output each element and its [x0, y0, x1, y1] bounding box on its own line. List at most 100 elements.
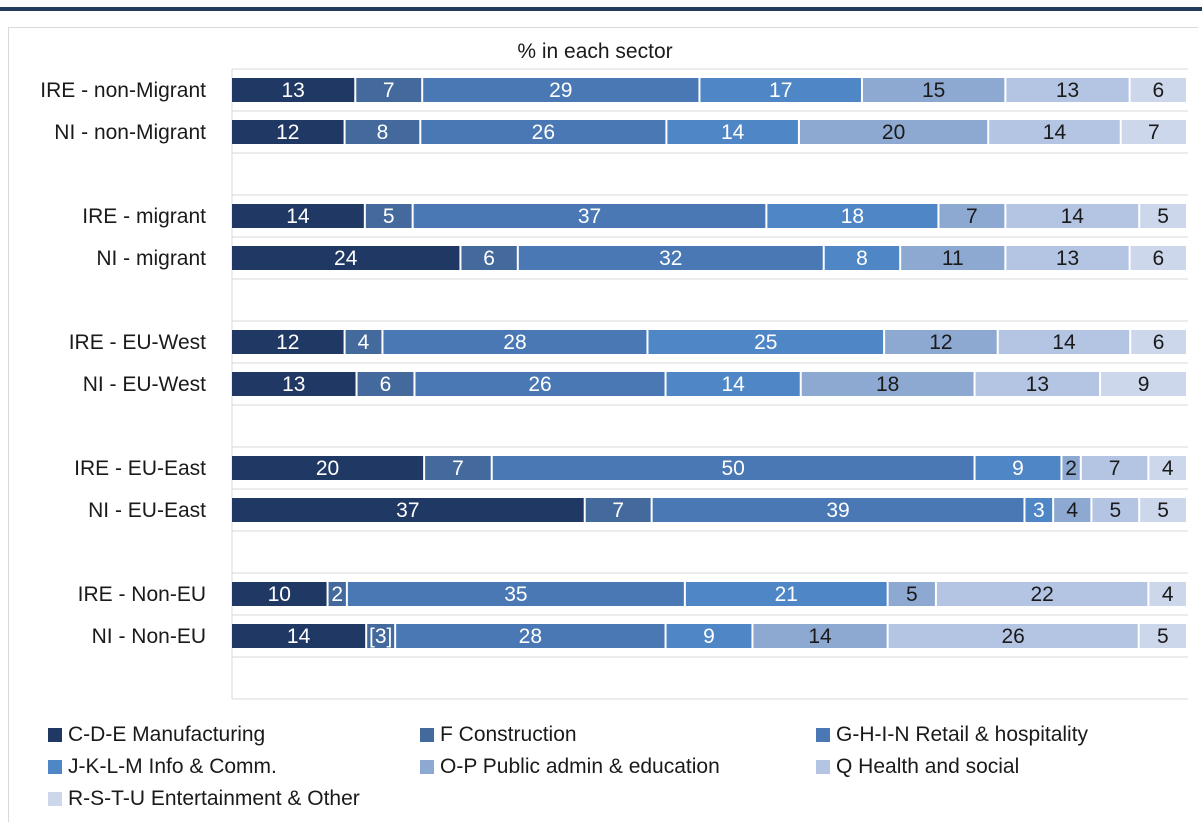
data-label: 26: [1002, 625, 1025, 648]
bar-segment: [232, 78, 355, 102]
bar-segment: [1130, 78, 1186, 102]
bar-segment: [232, 372, 356, 396]
data-label: 13: [1026, 373, 1049, 396]
bar-segment: [1006, 78, 1129, 102]
data-label: 29: [549, 79, 572, 102]
data-label: 7: [383, 79, 395, 102]
bar-segment: [232, 582, 327, 606]
data-label: 5: [1109, 499, 1121, 522]
data-label: 35: [504, 583, 527, 606]
bar-segment: [666, 624, 752, 648]
bar-segment: [415, 372, 665, 396]
data-label: 4: [1162, 583, 1174, 606]
bar-segment: [413, 204, 766, 228]
legend-label: R-S-T-U Entertainment & Other: [68, 787, 360, 810]
bar-segment: [1140, 498, 1186, 522]
data-label: 22: [1030, 583, 1053, 606]
data-label: 3: [1033, 499, 1045, 522]
legend-swatch: [420, 760, 434, 774]
bar-segment: [998, 330, 1130, 354]
data-label: 14: [808, 625, 832, 648]
bar-segment: [1131, 330, 1186, 354]
bar-segment: [648, 330, 884, 354]
data-label: 5: [1157, 205, 1169, 228]
bar-segment: [425, 456, 491, 480]
bar-segment: [888, 624, 1138, 648]
bar-segment: [975, 456, 1061, 480]
bar-segment: [700, 78, 861, 102]
data-label: 4: [1066, 499, 1078, 522]
legend-item: Q Health and social: [816, 752, 1019, 782]
data-label: 7: [1109, 457, 1121, 480]
bar-segment: [888, 582, 935, 606]
data-label: 18: [876, 373, 899, 396]
bar-segment: [862, 78, 1005, 102]
bar-segment: [356, 78, 422, 102]
data-label: 7: [1148, 121, 1160, 144]
legend-item: F Construction: [420, 720, 577, 750]
bar-segment: [518, 246, 823, 270]
bar-segment: [345, 120, 420, 144]
data-label: 7: [966, 205, 978, 228]
legend-item: C-D-E Manufacturing: [48, 720, 265, 750]
bar-segment: [1054, 498, 1091, 522]
bar-segment: [365, 204, 412, 228]
bar-segment: [232, 204, 364, 228]
data-label: 12: [929, 331, 952, 354]
data-label: 7: [612, 499, 624, 522]
bar-segment: [989, 120, 1120, 144]
category-labels: IRE - non-Migrant NI - non-Migrant IRE - m…: [40, 79, 206, 648]
bar-segment: [975, 372, 1100, 396]
bar-segment: [367, 624, 395, 648]
bar-segment: [232, 330, 344, 354]
data-label: 6: [380, 373, 392, 396]
data-label: 5: [1157, 625, 1169, 648]
bar-segment: [1092, 498, 1139, 522]
category-label: NI - EU-West: [83, 373, 206, 396]
legend-item: J-K-L-M Info & Comm.: [48, 752, 277, 782]
bar-segment: [652, 498, 1024, 522]
data-label: 28: [503, 331, 526, 354]
data-label: 14: [1043, 121, 1067, 144]
legend-label: C-D-E Manufacturing: [68, 723, 266, 746]
data-label: 39: [826, 499, 849, 522]
bar-segment: [1139, 624, 1186, 648]
bar-segment: [232, 246, 460, 270]
data-label: 28: [519, 625, 542, 648]
bar-segment: [685, 582, 887, 606]
data-label: 14: [721, 121, 745, 144]
data-label: 2: [331, 583, 343, 606]
bar-segment: [345, 330, 382, 354]
legend-swatch: [48, 728, 62, 742]
bar-segment: [585, 498, 651, 522]
bar-segment: [1140, 204, 1186, 228]
bar-segment: [1025, 498, 1053, 522]
category-label: IRE - non-Migrant: [40, 79, 206, 102]
legend-swatch: [816, 760, 830, 774]
bar-segment: [383, 330, 647, 354]
legend-label: Q Health and social: [836, 755, 1020, 778]
bar-segment: [421, 120, 666, 144]
data-label: 8: [377, 121, 389, 144]
data-label: 5: [906, 583, 918, 606]
legend-item: R-S-T-U Entertainment & Other: [48, 784, 360, 814]
bar-segment: [1121, 120, 1186, 144]
data-label: 6: [1152, 247, 1164, 270]
data-label: 14: [721, 373, 745, 396]
bar-segment: [1006, 246, 1129, 270]
data-label: 2: [1065, 457, 1077, 480]
legend-swatch: [816, 728, 830, 742]
legend-label: F Construction: [440, 723, 577, 746]
bar-segment: [801, 372, 974, 396]
bar-segment: [753, 624, 887, 648]
data-label: 13: [1056, 247, 1079, 270]
data-label: 26: [528, 373, 551, 396]
data-label: 5: [1157, 499, 1169, 522]
bar-segment: [1062, 456, 1080, 480]
data-label: 25: [754, 331, 777, 354]
bars-layer: 13 7 29 17 15 13 612 8 26 14 20 14 714 5 37 18 7 14 524 6 32…: [232, 78, 1186, 648]
bar-segment: [232, 498, 584, 522]
legend-item: G-H-I-N Retail & hospitality: [816, 720, 1088, 750]
data-label: 9: [703, 625, 715, 648]
category-label: IRE - EU-East: [74, 457, 206, 480]
